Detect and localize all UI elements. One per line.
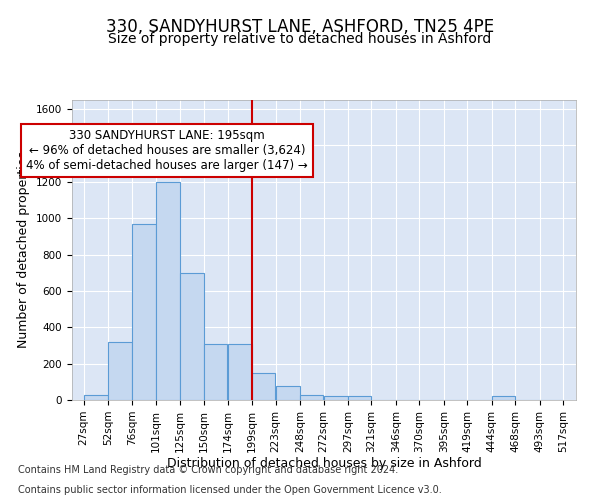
Text: 330, SANDYHURST LANE, ASHFORD, TN25 4PE: 330, SANDYHURST LANE, ASHFORD, TN25 4PE — [106, 18, 494, 36]
Text: Contains public sector information licensed under the Open Government Licence v3: Contains public sector information licen… — [18, 485, 442, 495]
Bar — [132, 224, 156, 400]
Text: Size of property relative to detached houses in Ashford: Size of property relative to detached ho… — [109, 32, 491, 46]
Bar — [157, 182, 179, 400]
Text: Contains HM Land Registry data © Crown copyright and database right 2024.: Contains HM Land Registry data © Crown c… — [18, 465, 398, 475]
Bar — [323, 396, 348, 400]
Bar — [180, 272, 204, 400]
Bar — [84, 396, 108, 400]
Bar — [252, 372, 275, 400]
Y-axis label: Number of detached properties: Number of detached properties — [17, 152, 31, 348]
Text: 330 SANDYHURST LANE: 195sqm
← 96% of detached houses are smaller (3,624)
4% of s: 330 SANDYHURST LANE: 195sqm ← 96% of det… — [26, 129, 308, 172]
Bar — [300, 394, 323, 400]
Bar — [276, 386, 300, 400]
Bar — [492, 396, 515, 400]
Bar — [228, 344, 252, 400]
Bar — [348, 396, 371, 400]
Bar — [204, 344, 227, 400]
Bar — [109, 342, 131, 400]
X-axis label: Distribution of detached houses by size in Ashford: Distribution of detached houses by size … — [167, 458, 481, 470]
